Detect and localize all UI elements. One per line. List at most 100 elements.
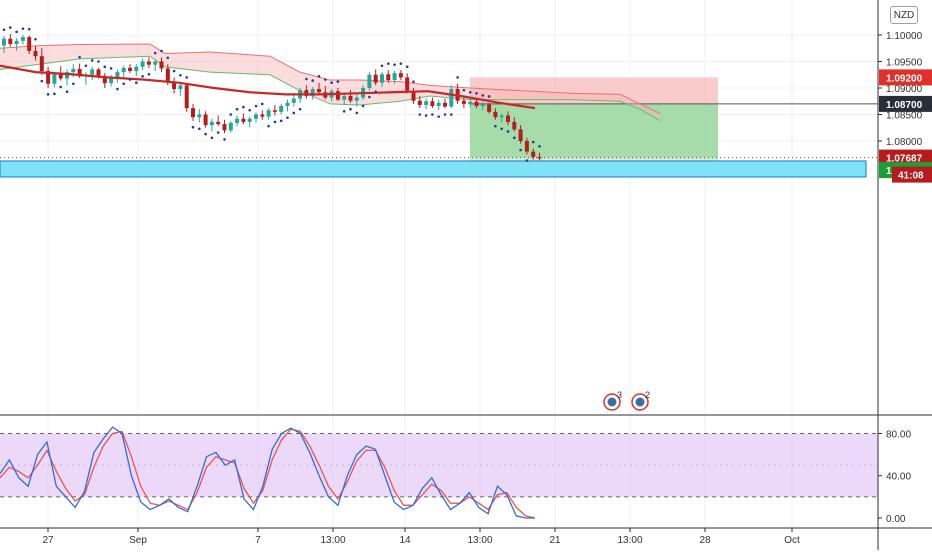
time-tick-label: Oct	[784, 535, 800, 546]
sar-dot	[40, 79, 44, 83]
candle-body	[380, 74, 384, 83]
candle-body	[71, 68, 76, 73]
sar-dot	[380, 64, 384, 68]
time-tick-label: 7	[255, 535, 261, 546]
candle-body	[197, 114, 202, 118]
osc-tick-label: 40.00	[886, 472, 911, 483]
candle-body	[411, 90, 416, 101]
candle-body	[531, 151, 536, 157]
sar-dot	[405, 65, 409, 69]
candle-body	[493, 111, 498, 118]
candle-body	[228, 122, 233, 131]
candle-body	[266, 110, 271, 117]
time-tick-label: 13:00	[320, 535, 345, 546]
candle-body	[474, 101, 479, 107]
candle-body	[317, 89, 321, 93]
stochastic-pane	[0, 426, 878, 519]
sar-dot	[374, 90, 378, 94]
candle-body	[430, 101, 435, 107]
sar-dot	[368, 95, 371, 99]
candle-body	[354, 97, 359, 101]
time-tick-label: 13:00	[617, 535, 642, 546]
event-marker-flag	[635, 397, 645, 407]
candle-body	[506, 115, 510, 122]
price-tick-label: 1.09500	[886, 58, 923, 69]
candle-body	[90, 69, 95, 75]
sar-dot	[21, 27, 25, 30]
sar-dot	[254, 104, 258, 108]
sar-dot	[9, 26, 12, 29]
sar-dot	[122, 82, 125, 86]
event-marker-count: 2	[645, 390, 650, 400]
candle-body	[348, 95, 353, 101]
sar-dot	[229, 113, 233, 116]
ichimoku-cloud	[0, 43, 661, 122]
candle-body	[335, 91, 340, 100]
sar-dot	[128, 78, 132, 81]
sar-dot	[78, 55, 81, 59]
candle-body	[178, 85, 183, 90]
price-tick-label: 1.08000	[886, 137, 923, 148]
candle-body	[499, 115, 504, 118]
sar-dot	[531, 140, 535, 144]
sar-dot	[342, 110, 346, 113]
candle-body	[512, 121, 517, 130]
candle-body	[109, 78, 114, 84]
candle-body	[405, 77, 410, 91]
price-badge	[879, 149, 932, 166]
candle-body	[77, 68, 82, 77]
sar-dot	[361, 104, 365, 108]
candle-body	[443, 102, 447, 107]
sar-dot	[443, 113, 447, 116]
price-badge-label: 1.07687	[886, 154, 923, 165]
sar-dot	[468, 90, 472, 94]
sar-dot	[279, 119, 283, 123]
candle-body	[373, 74, 378, 83]
sar-dot	[185, 76, 188, 79]
sar-dot	[204, 132, 207, 136]
sar-dot	[242, 105, 245, 109]
sar-dot	[519, 148, 522, 152]
sar-dot	[27, 27, 31, 31]
candle-body	[2, 38, 6, 46]
sar-dot	[191, 125, 195, 129]
candle-body	[96, 69, 101, 76]
sar-dot	[311, 79, 315, 82]
sar-dot	[424, 114, 428, 117]
sar-dot	[166, 56, 170, 60]
sar-dot	[305, 77, 308, 81]
currency-badge[interactable]: NZD	[890, 6, 918, 24]
candle-body	[480, 104, 485, 107]
candle-body	[159, 61, 164, 69]
candle-body	[58, 74, 63, 79]
moving-average-line	[0, 64, 536, 110]
candle-body	[222, 124, 227, 131]
sar-dot	[336, 80, 340, 83]
sar-dot	[141, 75, 144, 78]
candle-body	[468, 101, 473, 104]
time-tick-label: Sep	[129, 535, 147, 546]
profit-zone	[470, 103, 718, 158]
sar-dot	[248, 108, 251, 112]
sar-dot	[399, 62, 403, 65]
cloud-span-a	[0, 43, 661, 114]
sar-dot	[116, 87, 119, 91]
sar-dot	[153, 51, 157, 55]
sar-dot	[135, 81, 138, 84]
position-tool[interactable]	[0, 77, 878, 178]
sar-dot	[349, 107, 352, 111]
candle-body	[304, 90, 309, 96]
sar-dot	[330, 81, 333, 84]
sar-dot	[431, 113, 434, 116]
candle-body	[140, 61, 145, 67]
sar-dot	[387, 62, 390, 65]
candle-body	[46, 71, 51, 84]
candle-body	[209, 121, 214, 126]
price-badge-label: 1.08700	[886, 100, 923, 111]
countdown-label: 41:08	[898, 171, 924, 182]
time-tick-label: 13:00	[467, 535, 492, 546]
candle-body	[386, 74, 391, 81]
candle-body	[424, 101, 429, 105]
